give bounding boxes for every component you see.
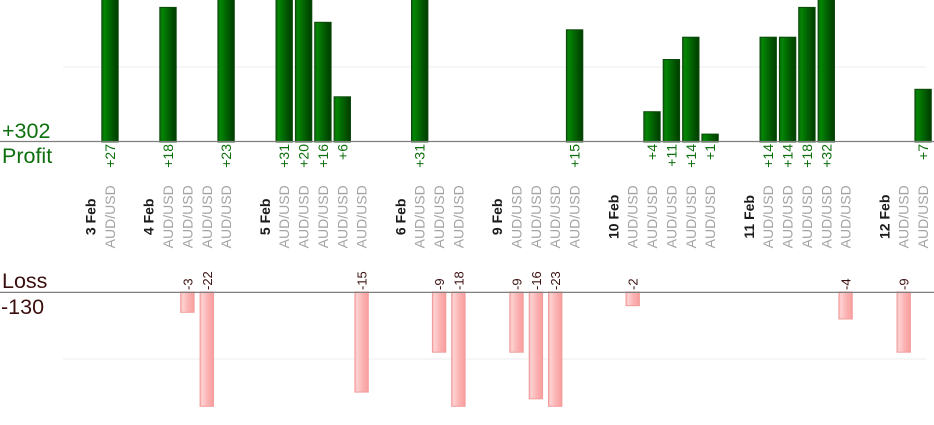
svg-text:6 Feb: 6 Feb	[392, 199, 408, 236]
svg-text:-18: -18	[451, 271, 466, 290]
svg-text:+18: +18	[799, 144, 815, 168]
svg-text:-2: -2	[626, 278, 641, 290]
svg-text:AUD/USD: AUD/USD	[818, 185, 834, 248]
svg-text:+32: +32	[818, 144, 834, 168]
svg-text:AUD/USD: AUD/USD	[663, 185, 679, 248]
svg-text:-16: -16	[529, 271, 544, 290]
svg-text:AUD/USD: AUD/USD	[102, 185, 118, 248]
svg-text:-22: -22	[200, 271, 215, 290]
svg-text:+15: +15	[567, 144, 583, 168]
svg-text:+1: +1	[702, 144, 718, 160]
svg-text:AUD/USD: AUD/USD	[528, 185, 544, 248]
svg-text:AUD/USD: AUD/USD	[896, 185, 912, 248]
svg-text:AUD/USD: AUD/USD	[334, 185, 350, 248]
svg-text:+7: +7	[915, 144, 931, 160]
svg-text:+20: +20	[296, 144, 312, 168]
svg-text:AUD/USD: AUD/USD	[218, 185, 234, 248]
svg-text:-9: -9	[432, 278, 447, 290]
svg-text:AUD/USD: AUD/USD	[799, 185, 815, 248]
svg-text:+14: +14	[760, 144, 776, 168]
svg-text:+6: +6	[334, 144, 350, 160]
svg-text:AUD/USD: AUD/USD	[509, 185, 525, 248]
svg-text:AUD/USD: AUD/USD	[625, 185, 641, 248]
svg-text:Loss: Loss	[2, 269, 47, 293]
svg-text:AUD/USD: AUD/USD	[315, 185, 331, 248]
svg-text:+31: +31	[276, 144, 292, 168]
svg-text:11 Feb: 11 Feb	[741, 195, 757, 239]
svg-text:+14: +14	[683, 144, 699, 168]
svg-text:9 Feb: 9 Feb	[489, 199, 505, 236]
svg-text:AUD/USD: AUD/USD	[683, 185, 699, 248]
svg-text:AUD/USD: AUD/USD	[780, 185, 796, 248]
svg-text:-9: -9	[897, 278, 912, 290]
svg-text:AUD/USD: AUD/USD	[431, 185, 447, 248]
svg-text:AUD/USD: AUD/USD	[915, 185, 931, 248]
svg-text:+27: +27	[102, 144, 118, 168]
svg-text:AUD/USD: AUD/USD	[160, 185, 176, 248]
svg-text:+4: +4	[644, 144, 660, 160]
svg-text:AUD/USD: AUD/USD	[354, 185, 370, 248]
svg-text:AUD/USD: AUD/USD	[547, 185, 563, 248]
svg-text:-4: -4	[839, 278, 854, 290]
svg-text:AUD/USD: AUD/USD	[412, 185, 428, 248]
svg-text:4 Feb: 4 Feb	[141, 199, 157, 236]
svg-text:+302: +302	[2, 119, 50, 143]
svg-text:AUD/USD: AUD/USD	[199, 185, 215, 248]
svg-text:+16: +16	[315, 144, 331, 168]
svg-text:AUD/USD: AUD/USD	[450, 185, 466, 248]
svg-text:-9: -9	[510, 278, 525, 290]
svg-text:+18: +18	[160, 144, 176, 168]
svg-text:AUD/USD: AUD/USD	[838, 185, 854, 248]
svg-text:AUD/USD: AUD/USD	[644, 185, 660, 248]
svg-text:-15: -15	[355, 271, 370, 290]
svg-text:-130: -130	[1, 295, 44, 319]
svg-text:3 Feb: 3 Feb	[83, 199, 99, 236]
svg-text:+23: +23	[218, 144, 234, 168]
svg-text:-23: -23	[548, 271, 563, 290]
svg-text:12 Feb: 12 Feb	[876, 195, 892, 239]
svg-text:+14: +14	[780, 144, 796, 168]
svg-text:AUD/USD: AUD/USD	[702, 185, 718, 248]
svg-text:5 Feb: 5 Feb	[257, 199, 273, 236]
svg-text:AUD/USD: AUD/USD	[296, 185, 312, 248]
svg-text:AUD/USD: AUD/USD	[276, 185, 292, 248]
svg-text:AUD/USD: AUD/USD	[567, 185, 583, 248]
svg-text:10 Feb: 10 Feb	[605, 195, 621, 239]
svg-text:+31: +31	[412, 144, 428, 168]
svg-text:AUD/USD: AUD/USD	[179, 185, 195, 248]
svg-text:-3: -3	[180, 278, 195, 290]
svg-text:Profit: Profit	[2, 144, 52, 168]
svg-text:+11: +11	[663, 144, 679, 167]
svg-text:AUD/USD: AUD/USD	[760, 185, 776, 248]
